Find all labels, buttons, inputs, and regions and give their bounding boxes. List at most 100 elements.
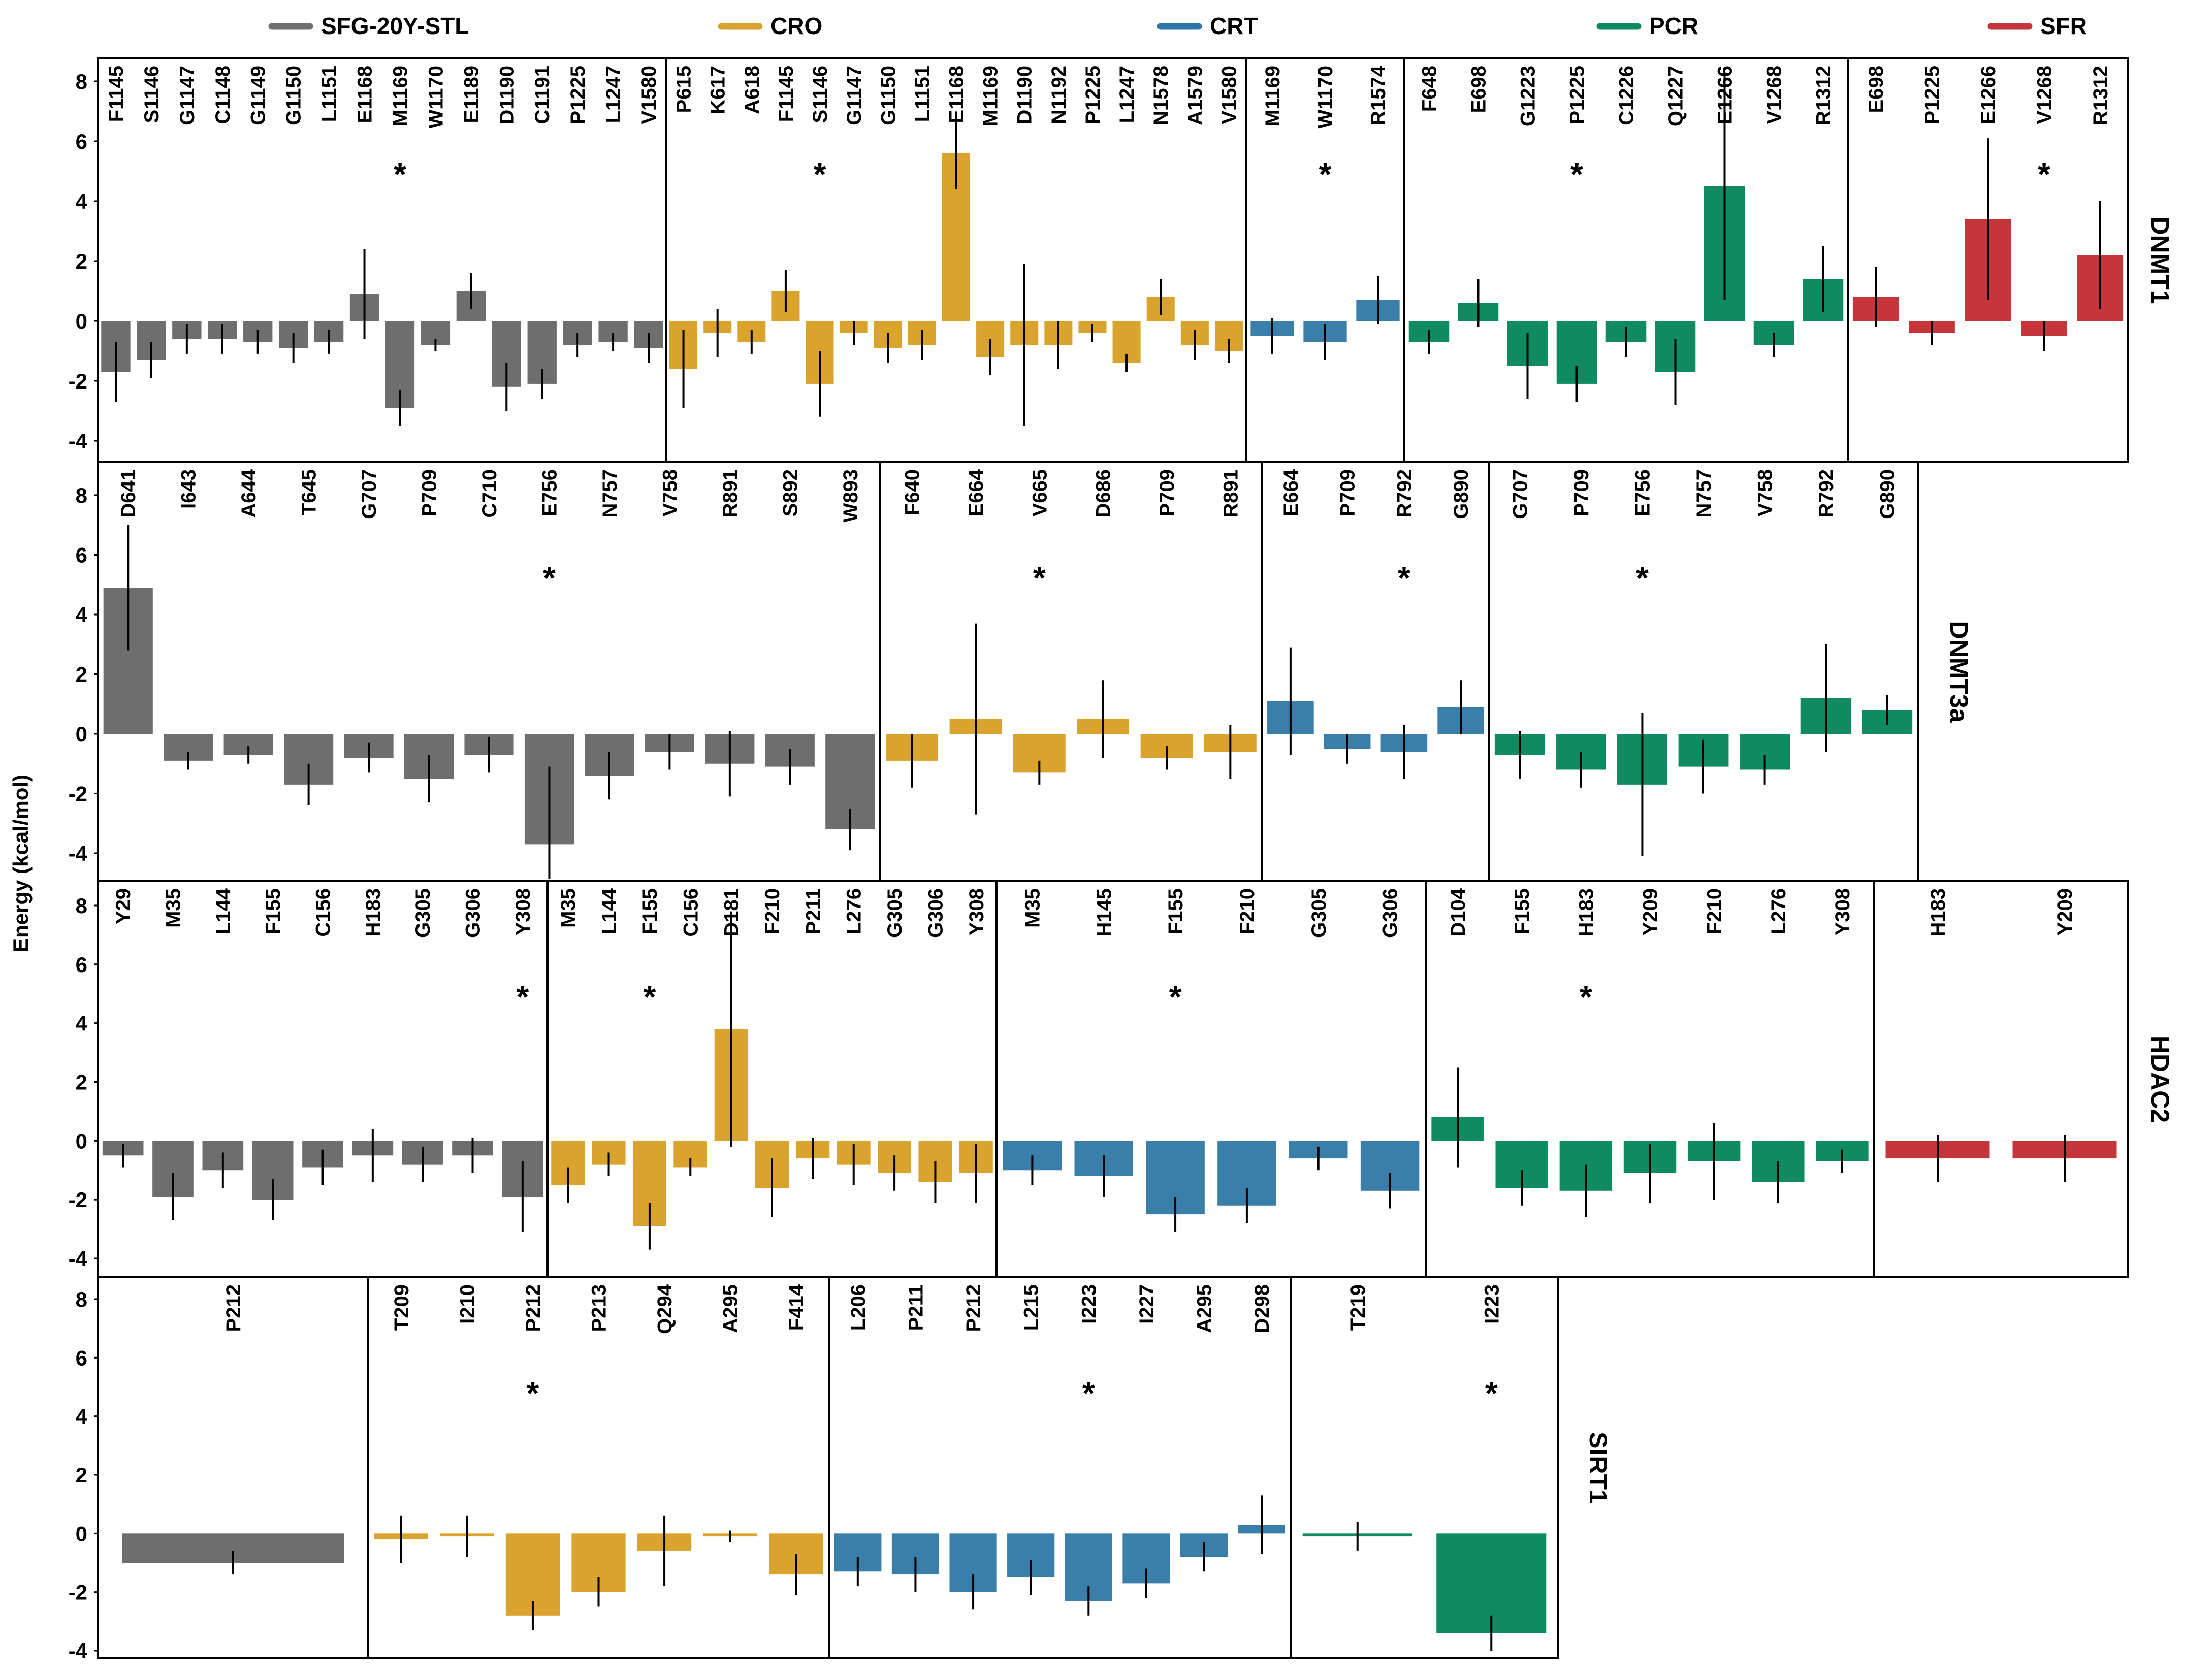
residue-label: G707: [358, 469, 380, 519]
bar-group: T219: [1302, 1284, 1412, 1551]
bar-group: Y308 *: [502, 888, 543, 1232]
residue-label: F648: [1419, 66, 1441, 112]
residue-label: N757: [1693, 469, 1715, 518]
legend-item-sfg-20y-stl: SFG-20Y-STL: [268, 13, 469, 39]
significance-star: *: [1570, 156, 1583, 192]
panel-cro: M35 L144 F155 * C156 D181 F210 P211 L276 G305 G306…: [546, 880, 998, 1278]
bar-group: L1151: [908, 66, 936, 360]
bar-group: N757: [1678, 469, 1729, 794]
residue-label: Y308: [512, 888, 534, 935]
residue-label: I643: [178, 469, 200, 509]
chart-rows: -4 -2 0 2 4 6 8 DNMT1 F1145 S1146 G1147 C1148 G1149 G…: [69, 57, 2174, 1663]
y-tick-label: 2: [76, 663, 87, 687]
significance-star: *: [526, 1375, 539, 1411]
panel-pcr: T219 I223 *: [1290, 1276, 1559, 1659]
bar-group: F155: [1495, 888, 1548, 1206]
bar-group: G890: [1862, 469, 1913, 734]
residue-label: C156: [312, 888, 335, 937]
bar-group: F155: [252, 888, 294, 1220]
bar-group: P213: [571, 1284, 626, 1607]
bar-group: C156: [673, 888, 707, 1176]
y-tick-label: 8: [76, 1287, 87, 1311]
significance-star: *: [1033, 560, 1046, 596]
residue-label: P1225: [1082, 66, 1104, 124]
residue-label: F414: [785, 1284, 808, 1331]
bar-group: E756 *: [524, 469, 574, 879]
y-tick-label: -2: [69, 782, 87, 806]
bar-group: P709: [1324, 469, 1371, 764]
bar-group: L144: [202, 888, 244, 1188]
significance-star: *: [1485, 1375, 1498, 1411]
residue-label: M1169: [1262, 66, 1284, 126]
bar-group: V1580: [634, 66, 663, 363]
y-tick-label: 2: [76, 249, 87, 273]
y-tick-label: 0: [76, 1522, 87, 1545]
bar-group: L144: [592, 888, 626, 1176]
y-tick-label: 0: [76, 722, 87, 746]
residue-label: H183: [1927, 888, 1949, 937]
significance-star: *: [1169, 979, 1182, 1015]
y-tick-label: -4: [69, 1639, 88, 1663]
residue-label: L144: [212, 888, 235, 934]
significance-star: *: [2038, 156, 2050, 192]
bar-group: E698: [1458, 66, 1499, 327]
panel-frame: [879, 461, 1263, 882]
bar-group: D1190: [1010, 66, 1039, 426]
residue-label: T209: [391, 1284, 413, 1331]
bar-group: I227: [1122, 1284, 1170, 1598]
residue-label: C710: [478, 469, 501, 518]
bar-group: L206: [834, 1284, 882, 1587]
panel-cro: P615 K617 A618 F1145 S1146 * G1147 G1150 L1151 E1…: [665, 57, 1247, 463]
panel-frame: [97, 880, 549, 1278]
bar-group: P615: [669, 66, 698, 408]
residue-label: D181: [721, 888, 743, 937]
legend-label: CRO: [770, 13, 822, 39]
bar-group: P709: [1140, 469, 1193, 770]
y-tick-label: 2: [76, 1071, 87, 1094]
residue-label: G890: [1877, 469, 1899, 519]
y-tick-label: -4: [69, 842, 88, 865]
bar-group: M1169 *: [385, 66, 415, 426]
bar-group: N1192: [1044, 66, 1073, 369]
bar-group: R1312: [1803, 66, 1844, 321]
bar-group: Q294: [637, 1284, 692, 1587]
significance-star: *: [1319, 156, 1332, 192]
residue-label: L1151: [318, 66, 341, 122]
residue-label: P709: [1570, 469, 1593, 516]
bar-group: V1268 *: [2021, 66, 2067, 351]
y-tick-label: -2: [69, 369, 87, 393]
residue-label: E756: [1631, 469, 1654, 516]
bar-group: G305: [878, 888, 912, 1191]
bar-group: F210: [1687, 888, 1741, 1200]
residue-label: P709: [419, 469, 441, 516]
bar-group: A644: [223, 469, 273, 764]
bar-group: H183: [352, 888, 394, 1182]
residue-label: C156: [680, 888, 702, 937]
residue-label: P212: [222, 1284, 245, 1332]
significance-star: *: [516, 979, 529, 1015]
row-label: HDAC2: [2146, 1036, 2174, 1123]
bar-group: S1146: [137, 66, 166, 378]
residue-label: G707: [1509, 469, 1531, 519]
residue-label: G306: [1379, 888, 1402, 938]
bar-group: V1268: [1753, 66, 1794, 357]
bar-group: M35: [152, 888, 194, 1220]
y-tick-label: 4: [76, 189, 88, 213]
residue-label: C1226: [1616, 66, 1638, 125]
residue-label: R792: [1815, 469, 1838, 518]
panel-pcr: F648 E698 G1223 P1225 * C1226 Q1227 E1266 V1268 R…: [1403, 57, 1849, 463]
panel-frame: [1261, 461, 1490, 882]
panel-frame: [1425, 880, 1875, 1278]
bar-group: C1191: [527, 66, 557, 399]
panel-frame: [546, 880, 998, 1278]
bar-group: P212: [949, 1284, 997, 1610]
bar-group: I223 *: [1436, 1284, 1547, 1651]
panel-sfg-20y-stl: Y29 M35 L144 F155 C156 H183 G305 G306 Y308 *: [97, 880, 549, 1278]
residue-label: M35: [163, 888, 185, 928]
panel-crt: L206 P211 P212 L215 I223 * I227 A295 D298: [828, 1276, 1292, 1659]
panel-pcr: G707 P709 E756 * N757 V758 R792 G890: [1488, 461, 1919, 882]
residue-label: G306: [924, 888, 947, 938]
bar-group: W1170 *: [1303, 66, 1347, 360]
residue-label: R1312: [1813, 66, 1835, 125]
residue-label: D1190: [496, 66, 518, 124]
